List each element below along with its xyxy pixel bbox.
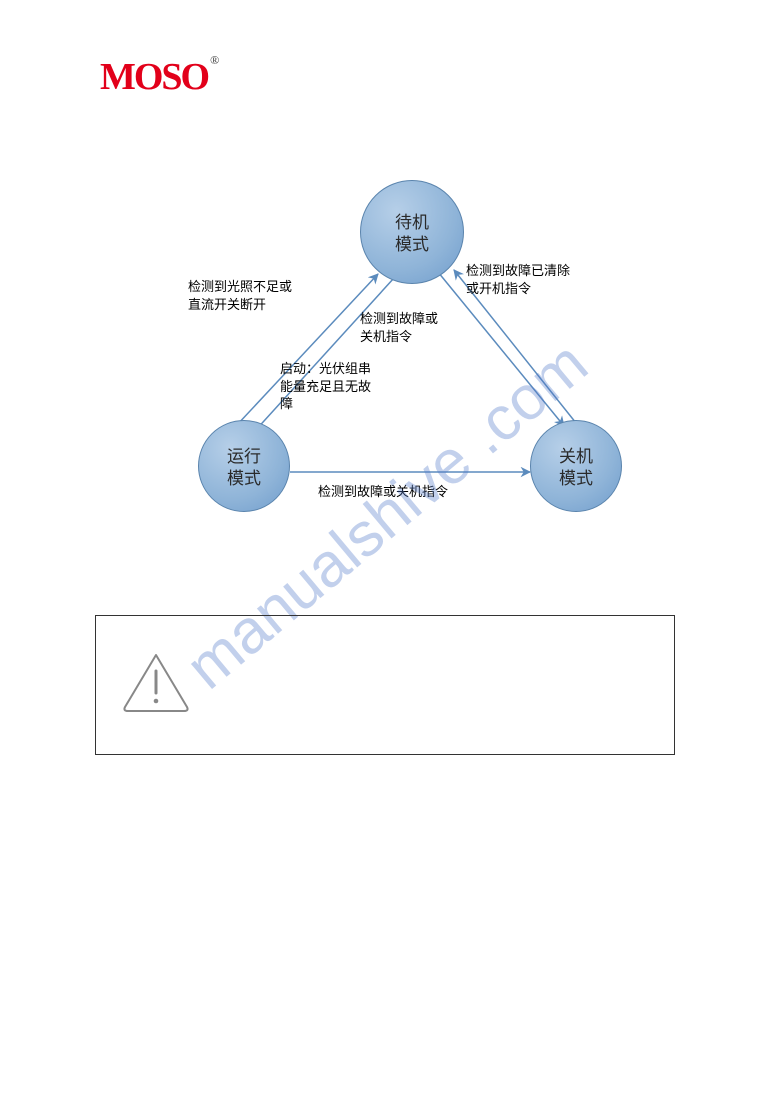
registered-mark: ® <box>210 53 219 67</box>
edge-label-run-to-standby: 检测到光照不足或 直流开关断开 <box>188 278 292 313</box>
node-off: 关机 模式 <box>530 420 622 512</box>
brand-logo: MOSO® <box>100 55 217 99</box>
edge-label-standby-to-off: 检测到故障或 关机指令 <box>360 310 438 345</box>
warning-box <box>95 615 675 755</box>
node-off-label: 关机 模式 <box>559 446 593 490</box>
node-standby-label: 待机 模式 <box>395 212 429 256</box>
node-run: 运行 模式 <box>198 420 290 512</box>
logo-text: MOSO <box>100 56 208 98</box>
page: MOSO® 待机 模式 运行 模式 <box>0 0 774 1093</box>
edge-label-run-to-off: 检测到故障或关机指令 <box>318 483 448 501</box>
edge-label-off-to-standby: 检测到故障已清除 或开机指令 <box>466 262 570 297</box>
node-standby: 待机 模式 <box>360 180 464 284</box>
edge-label-standby-to-run: 启动：光伏组串 能量充足且无故 障 <box>280 360 371 413</box>
node-run-label: 运行 模式 <box>227 446 261 490</box>
warning-icon <box>121 651 191 713</box>
mode-flow-diagram: 待机 模式 运行 模式 关机 模式 检测到光照不足或 直流开关断开 启动：光伏组… <box>150 170 650 540</box>
